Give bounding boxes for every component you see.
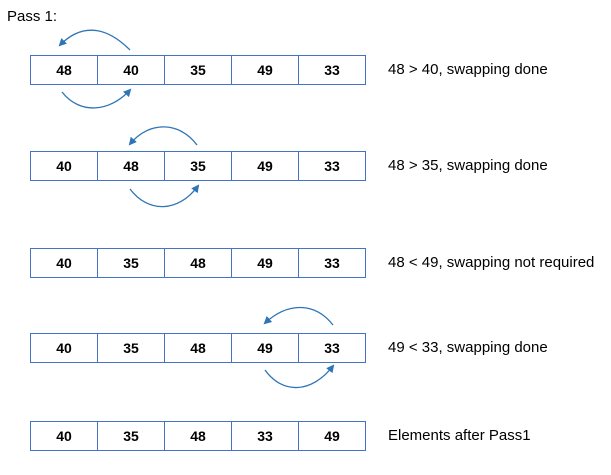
array-cell: 35 xyxy=(165,56,232,84)
array-cell: 49 xyxy=(232,152,299,180)
array-cell: 33 xyxy=(324,158,340,174)
pass-title: Pass 1: xyxy=(7,8,58,25)
array-cell: 49 xyxy=(232,56,299,84)
array-cell: 33 xyxy=(324,62,340,78)
array-cell: 33 xyxy=(324,340,340,356)
step-description-2: 48 > 35, swapping done xyxy=(388,157,548,174)
array-cell: 40 xyxy=(31,422,98,450)
step-description-3: 48 < 49, swapping not required xyxy=(388,254,595,271)
swap-arrow-bottom-2 xyxy=(129,184,200,208)
array-cell: 33 xyxy=(232,422,299,450)
array-cell: 48 xyxy=(98,152,165,180)
array-row-4: 40 35 48 49 33 xyxy=(30,333,366,363)
array-row-2: 40 48 35 49 33 xyxy=(30,151,366,181)
swap-arrow-top-4 xyxy=(263,306,334,326)
array-cell: 48 xyxy=(165,249,232,277)
array-cell: 35 xyxy=(98,422,165,450)
array-cell: 49 xyxy=(324,428,340,444)
array-cell: 40 xyxy=(31,334,98,362)
array-cell: 40 xyxy=(98,56,165,84)
array-cell: 33 xyxy=(324,255,340,271)
array-cell: 48 xyxy=(165,334,232,362)
array-cell: 35 xyxy=(165,152,232,180)
array-cell: 35 xyxy=(98,334,165,362)
array-cell: 35 xyxy=(98,249,165,277)
step-description-5: Elements after Pass1 xyxy=(388,427,531,444)
array-cell: 40 xyxy=(31,152,98,180)
array-row-5: 40 35 48 33 49 xyxy=(30,421,366,451)
swap-arrow-top-1 xyxy=(58,29,131,51)
step-description-1: 48 > 40, swapping done xyxy=(388,61,548,78)
array-row-1: 48 40 35 49 33 xyxy=(30,55,366,85)
step-description-4: 49 < 33, swapping done xyxy=(388,339,548,356)
swap-arrow-top-2 xyxy=(128,126,198,146)
swap-arrow-bottom-1 xyxy=(61,88,132,109)
array-row-3: 40 35 48 49 33 xyxy=(30,248,366,278)
array-cell: 48 xyxy=(165,422,232,450)
swap-arrow-bottom-4 xyxy=(264,364,335,389)
array-cell: 40 xyxy=(31,249,98,277)
array-cell: 49 xyxy=(232,334,299,362)
array-cell: 48 xyxy=(31,56,98,84)
array-cell: 49 xyxy=(232,249,299,277)
